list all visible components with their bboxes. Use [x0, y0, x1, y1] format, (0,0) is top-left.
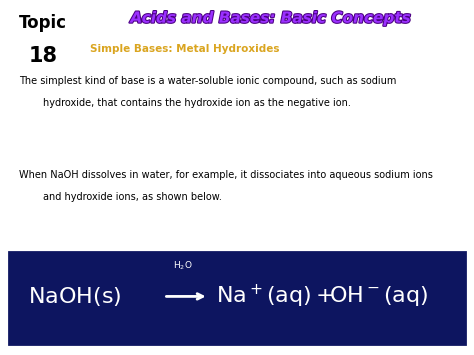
- Text: Topic: Topic: [19, 14, 67, 32]
- Text: Acids and Bases: Basic Concepts: Acids and Bases: Basic Concepts: [130, 11, 410, 26]
- Text: hydroxide, that contains the hydroxide ion as the negative ion.: hydroxide, that contains the hydroxide i…: [43, 98, 351, 108]
- Text: $\mathrm{NaOH(s)}$: $\mathrm{NaOH(s)}$: [28, 285, 122, 308]
- Text: $\mathrm{OH^-(aq)}$: $\mathrm{OH^-(aq)}$: [329, 284, 429, 308]
- Text: The simplest kind of base is a water-soluble ionic compound, such as sodium: The simplest kind of base is a water-sol…: [19, 76, 396, 86]
- Text: $\mathrm{H_2O}$: $\mathrm{H_2O}$: [173, 260, 192, 273]
- Text: and hydroxide ions, as shown below.: and hydroxide ions, as shown below.: [43, 192, 221, 202]
- FancyBboxPatch shape: [9, 252, 465, 344]
- Text: $\mathrm{+}$: $\mathrm{+}$: [315, 286, 334, 306]
- Text: $\mathrm{Na^+(aq)}$: $\mathrm{Na^+(aq)}$: [216, 283, 311, 310]
- Text: 18: 18: [28, 46, 57, 66]
- Text: When NaOH dissolves in water, for example, it dissociates into aqueous sodium io: When NaOH dissolves in water, for exampl…: [19, 170, 433, 180]
- Text: Simple Bases: Metal Hydroxides: Simple Bases: Metal Hydroxides: [90, 44, 280, 54]
